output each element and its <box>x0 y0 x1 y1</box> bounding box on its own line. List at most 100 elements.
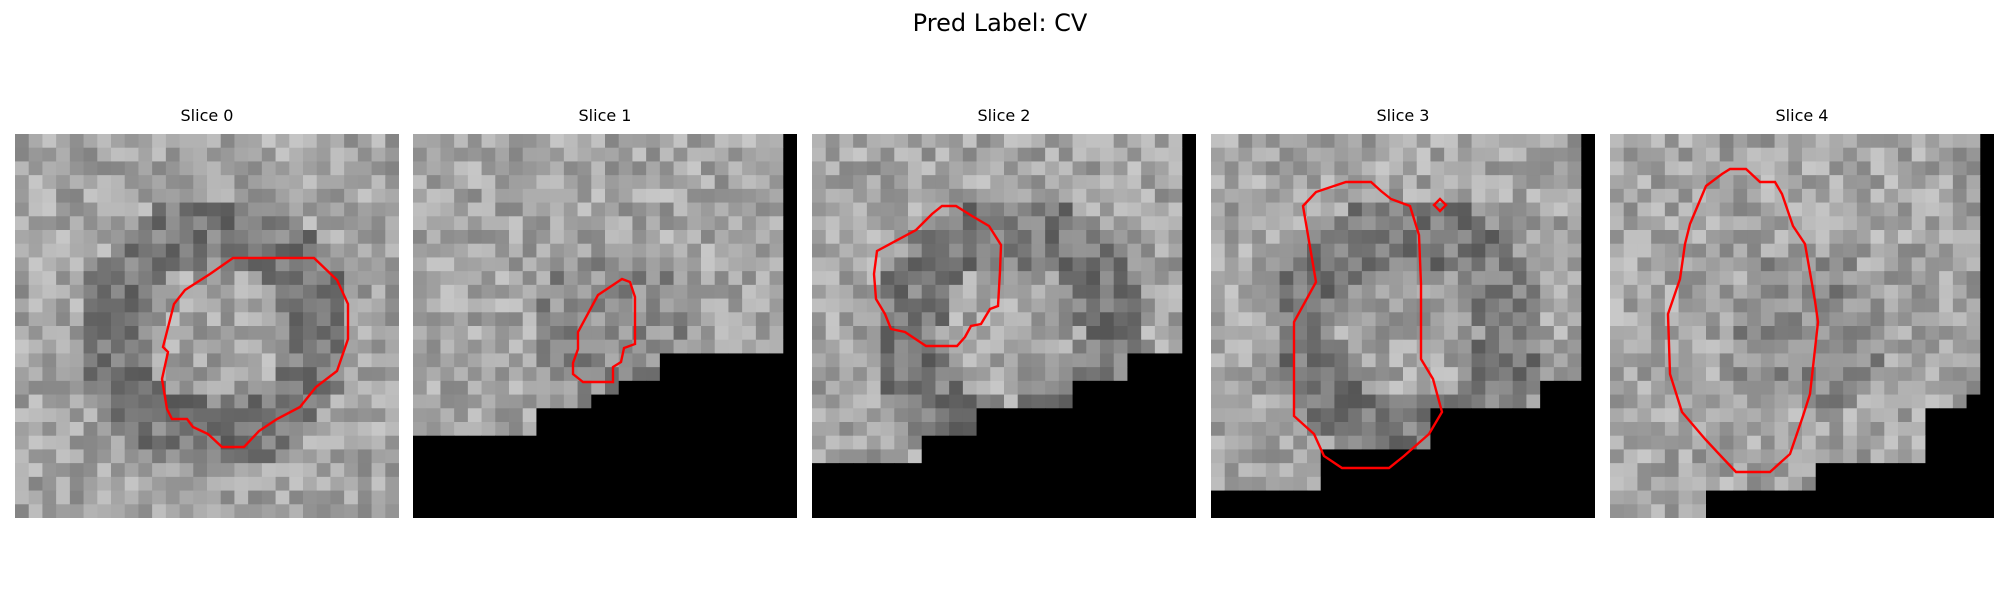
pixel-cell <box>687 339 702 354</box>
pixel-cell <box>124 476 139 491</box>
pixel-cell <box>124 490 139 505</box>
pixel-cell <box>1389 161 1404 176</box>
pixel-cell <box>152 504 167 518</box>
pixel-cell <box>1553 188 1568 203</box>
pixel-cell <box>495 188 510 203</box>
pixel-cell <box>1307 161 1322 176</box>
pixel-cell <box>97 353 112 368</box>
pixel-cell <box>921 326 936 341</box>
pixel-cell <box>921 243 936 258</box>
pixel-cell <box>1224 147 1239 162</box>
pixel-cell <box>769 298 784 313</box>
pixel-cell <box>28 326 43 341</box>
pixel-cell <box>1719 339 1734 354</box>
pixel-cell <box>577 449 592 464</box>
pixel-cell <box>1829 326 1844 341</box>
pixel-cell <box>1211 490 1226 505</box>
pixel-cell <box>1884 339 1899 354</box>
pixel-cell <box>111 463 126 478</box>
pixel-cell <box>908 284 923 299</box>
pixel-cell <box>908 408 923 423</box>
pixel-cell <box>1925 188 1940 203</box>
pixel-cell <box>1334 284 1349 299</box>
pixel-cell <box>303 147 318 162</box>
pixel-cell <box>1238 449 1253 464</box>
pixel-cell <box>783 147 797 162</box>
pixel-cell <box>1843 394 1858 409</box>
pixel-cell <box>1952 380 1967 395</box>
pixel-cell <box>124 394 139 409</box>
pixel-cell <box>990 463 1005 478</box>
pixel-cell <box>591 504 606 518</box>
pixel-cell <box>976 449 991 464</box>
pixel-cell <box>1760 449 1775 464</box>
pixel-cell <box>1307 271 1322 286</box>
pixel-cell <box>1512 188 1527 203</box>
pixel-cell <box>1238 435 1253 450</box>
pixel-cell <box>1939 312 1954 327</box>
pixel-cell <box>1678 504 1693 518</box>
pixel-cell <box>165 476 180 491</box>
pixel-cell <box>894 435 909 450</box>
pixel-cell <box>1265 230 1280 245</box>
pixel-cell <box>1017 408 1032 423</box>
pixel-cell <box>1788 284 1803 299</box>
pixel-cell <box>1774 312 1789 327</box>
pixel-cell <box>1760 188 1775 203</box>
pixel-cell <box>742 202 757 217</box>
pixel-cell <box>1293 284 1308 299</box>
pixel-cell <box>1623 243 1638 258</box>
pixel-cell <box>1168 353 1183 368</box>
pixel-cell <box>812 284 827 299</box>
pixel-cell <box>97 435 112 450</box>
pixel-cell <box>344 394 359 409</box>
pixel-cell <box>1692 339 1707 354</box>
pixel-cell <box>1925 134 1940 149</box>
pixel-cell <box>618 257 633 272</box>
pixel-cell <box>880 271 895 286</box>
pixel-cell <box>1113 394 1128 409</box>
pixel-cell <box>1567 490 1582 505</box>
pixel-cell <box>701 504 716 518</box>
pixel-cell <box>1127 435 1142 450</box>
pixel-cell <box>1884 408 1899 423</box>
pixel-cell <box>1664 490 1679 505</box>
pixel-cell <box>1389 435 1404 450</box>
pixel-cell <box>880 202 895 217</box>
pixel-cell <box>1361 298 1376 313</box>
pixel-cell <box>15 326 30 341</box>
pixel-cell <box>1966 134 1981 149</box>
pixel-cell <box>56 435 71 450</box>
pixel-cell <box>371 202 386 217</box>
pixel-cell <box>111 230 126 245</box>
pixel-cell <box>1238 490 1253 505</box>
pixel-cell <box>1664 435 1679 450</box>
pixel-cell <box>1925 476 1940 491</box>
pixel-cell <box>97 134 112 149</box>
pixel-cell <box>976 243 991 258</box>
pixel-cell <box>1127 380 1142 395</box>
pixel-cell <box>248 449 263 464</box>
pixel-cell <box>454 367 469 382</box>
pixel-cell <box>825 175 840 190</box>
pixel-cell <box>1430 230 1445 245</box>
pixel-cell <box>1911 298 1926 313</box>
pixel-cell <box>755 435 770 450</box>
pixel-cell <box>42 504 57 518</box>
pixel-cell <box>1623 175 1638 190</box>
pixel-cell <box>1966 408 1981 423</box>
pixel-cell <box>509 312 524 327</box>
pixel-cell <box>990 435 1005 450</box>
pixel-cell <box>1017 422 1032 437</box>
pixel-cell <box>371 243 386 258</box>
pixel-cell <box>275 422 290 437</box>
pixel-cell <box>1154 243 1169 258</box>
pixel-cell <box>536 504 551 518</box>
pixel-cell <box>1238 284 1253 299</box>
pixel-cell <box>687 147 702 162</box>
pixel-cell <box>1389 312 1404 327</box>
pixel-cell <box>275 161 290 176</box>
pixel-cell <box>866 257 881 272</box>
pixel-cell <box>1747 188 1762 203</box>
pixel-cell <box>1911 284 1926 299</box>
